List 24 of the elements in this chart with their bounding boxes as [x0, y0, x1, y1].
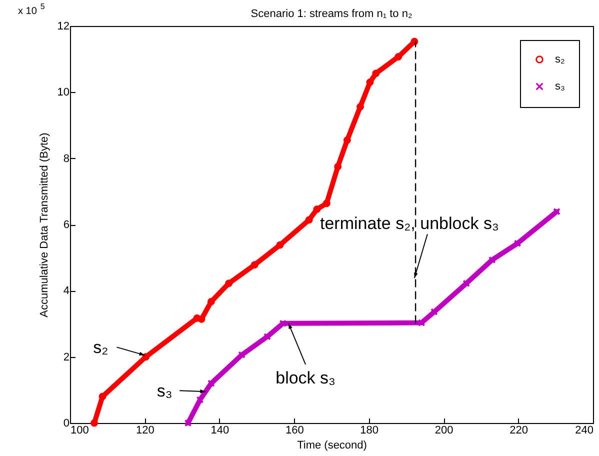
- x-tick-label: 180: [360, 424, 379, 436]
- y-tick-label: 8: [63, 152, 70, 165]
- y-tick-label: 12: [57, 20, 70, 32]
- x-tick-label: 200: [434, 424, 454, 436]
- y-tick-label: 4: [63, 285, 70, 298]
- annotation: block s₃: [276, 368, 336, 388]
- y-tick-label: 6: [63, 219, 70, 231]
- y-tick-label: 10: [57, 86, 70, 99]
- x-tick-label: 220: [510, 424, 528, 436]
- annotation: s₃: [156, 382, 172, 401]
- y-axis-title: Accumulative Data Transmitted (Byte): [38, 132, 50, 318]
- x-tick-label: 120: [136, 424, 154, 436]
- annotation: s₂: [93, 338, 108, 358]
- x-axis-title: Time (second): [297, 440, 367, 452]
- x-tick-label: 100: [70, 424, 89, 436]
- x-tick-label: 160: [285, 424, 304, 436]
- y-tick-label: 0: [63, 418, 70, 430]
- y-tick-label: 2: [63, 351, 70, 364]
- legend-label: s₂: [555, 54, 565, 66]
- annotation: terminate s₂, unblock s₃: [320, 214, 499, 234]
- x-tick-label: 240: [575, 424, 594, 436]
- x-tick-label: 140: [210, 424, 230, 436]
- legend-label: s₃: [555, 80, 565, 92]
- chart-title: Scenario 1: streams from n₁ to n₂: [250, 8, 412, 20]
